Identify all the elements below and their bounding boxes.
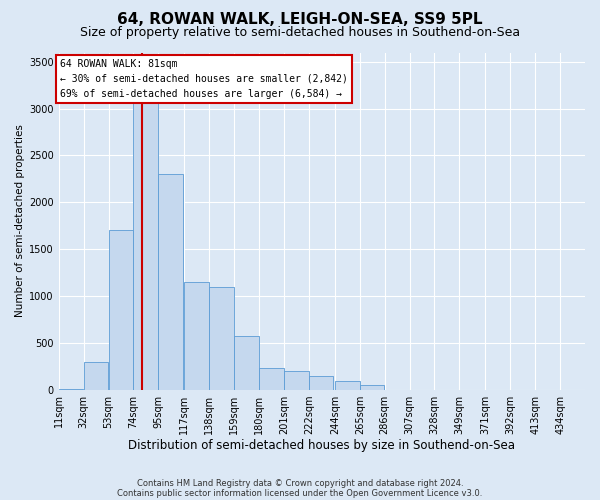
Bar	[83, 362, 109, 390]
Bar	[259, 368, 284, 390]
Bar	[184, 282, 209, 390]
Bar	[335, 381, 359, 390]
Bar	[109, 230, 133, 390]
Bar	[309, 376, 334, 390]
Text: 64 ROWAN WALK: 81sqm
← 30% of semi-detached houses are smaller (2,842)
69% of se: 64 ROWAN WALK: 81sqm ← 30% of semi-detac…	[60, 59, 348, 98]
Text: Contains HM Land Registry data © Crown copyright and database right 2024.
Contai: Contains HM Land Registry data © Crown c…	[118, 479, 482, 498]
Bar	[209, 286, 234, 390]
Bar	[133, 76, 158, 390]
Text: 64, ROWAN WALK, LEIGH-ON-SEA, SS9 5PL: 64, ROWAN WALK, LEIGH-ON-SEA, SS9 5PL	[117, 12, 483, 26]
Y-axis label: Number of semi-detached properties: Number of semi-detached properties	[15, 124, 25, 318]
Bar	[234, 336, 259, 390]
Bar	[59, 388, 83, 390]
Text: Size of property relative to semi-detached houses in Southend-on-Sea: Size of property relative to semi-detach…	[80, 26, 520, 39]
Bar	[360, 385, 385, 390]
Bar	[284, 371, 308, 390]
X-axis label: Distribution of semi-detached houses by size in Southend-on-Sea: Distribution of semi-detached houses by …	[128, 440, 515, 452]
Bar	[158, 174, 183, 390]
